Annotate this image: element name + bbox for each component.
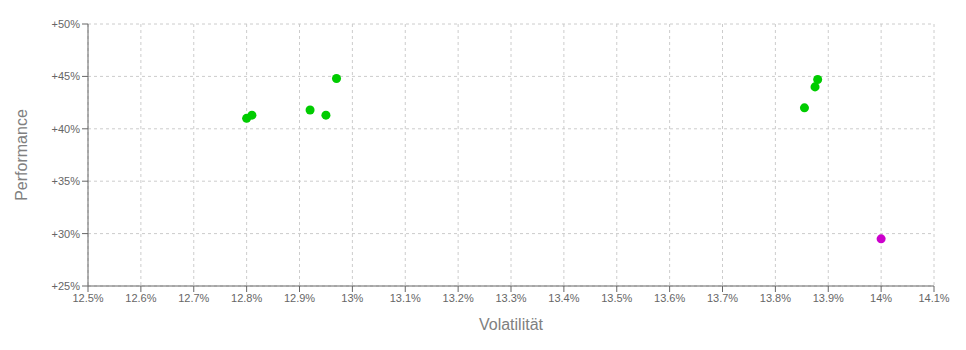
svg-text:+50%: +50% xyxy=(52,18,81,30)
svg-text:13.8%: 13.8% xyxy=(760,292,791,304)
svg-text:12.8%: 12.8% xyxy=(231,292,262,304)
svg-text:+30%: +30% xyxy=(52,228,81,240)
svg-text:+45%: +45% xyxy=(52,70,81,82)
svg-text:+35%: +35% xyxy=(52,175,81,187)
svg-text:13.3%: 13.3% xyxy=(495,292,526,304)
svg-text:13.1%: 13.1% xyxy=(390,292,421,304)
svg-text:13.2%: 13.2% xyxy=(443,292,474,304)
svg-text:13.9%: 13.9% xyxy=(813,292,844,304)
svg-text:Volatilität: Volatilität xyxy=(479,316,544,333)
svg-text:13.4%: 13.4% xyxy=(548,292,579,304)
svg-text:13.5%: 13.5% xyxy=(601,292,632,304)
svg-text:12.5%: 12.5% xyxy=(72,292,103,304)
svg-text:14%: 14% xyxy=(870,292,892,304)
svg-text:Performance: Performance xyxy=(13,109,30,201)
svg-text:12.7%: 12.7% xyxy=(178,292,209,304)
svg-text:12.9%: 12.9% xyxy=(284,292,315,304)
svg-text:14.1%: 14.1% xyxy=(918,292,949,304)
svg-text:13.7%: 13.7% xyxy=(707,292,738,304)
svg-text:13.6%: 13.6% xyxy=(654,292,685,304)
svg-text:+25%: +25% xyxy=(52,280,81,292)
svg-text:12.6%: 12.6% xyxy=(125,292,156,304)
svg-text:+40%: +40% xyxy=(52,123,81,135)
svg-text:13%: 13% xyxy=(341,292,363,304)
